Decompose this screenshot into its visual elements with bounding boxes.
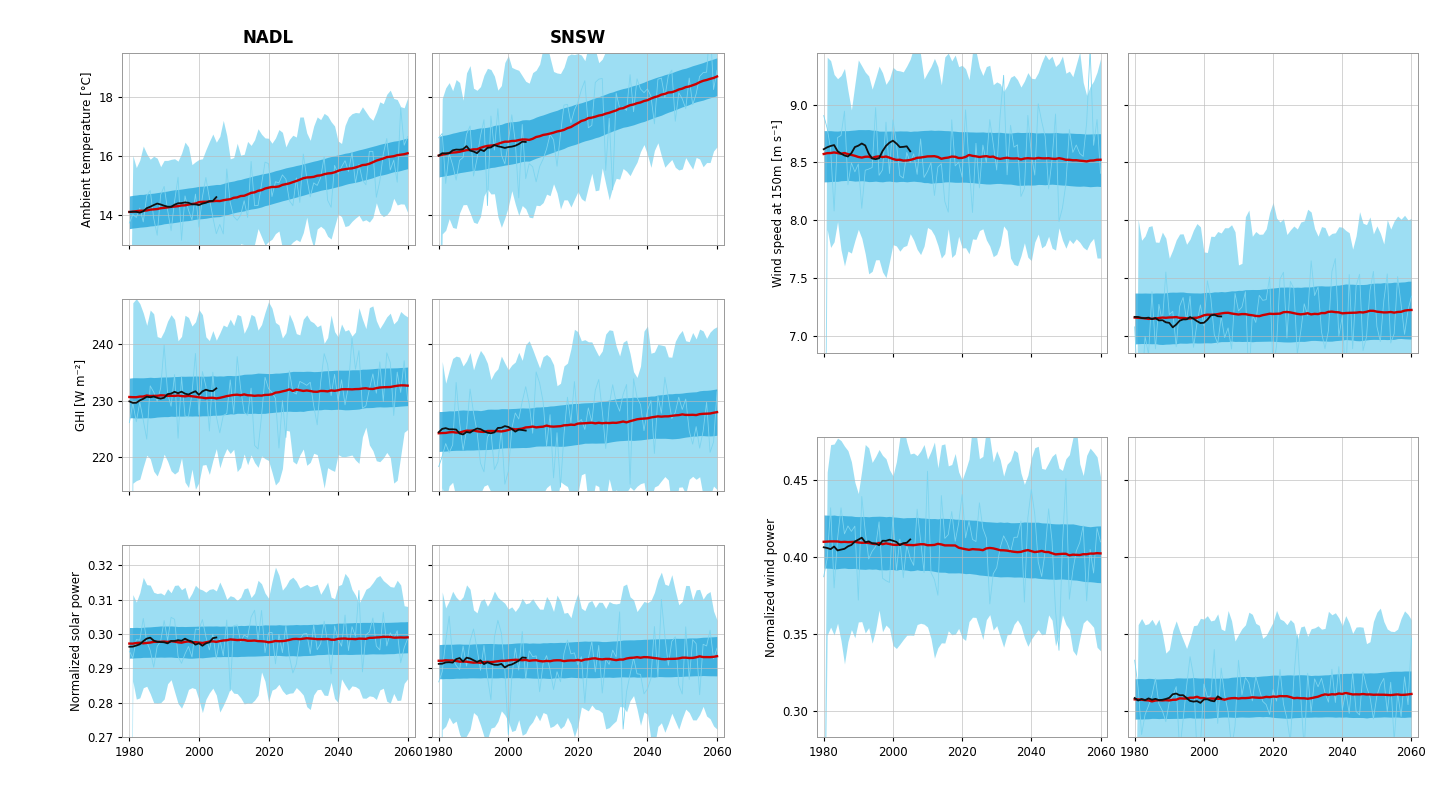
Y-axis label: Ambient temperature [°C]: Ambient temperature [°C] xyxy=(81,71,94,227)
Title: SNSW: SNSW xyxy=(550,29,606,47)
Y-axis label: Wind speed at 150m [m s⁻¹]: Wind speed at 150m [m s⁻¹] xyxy=(772,119,785,287)
Y-axis label: Normalized solar power: Normalized solar power xyxy=(71,571,84,711)
Y-axis label: Normalized wind power: Normalized wind power xyxy=(765,518,778,657)
Y-axis label: GHI [W m⁻²]: GHI [W m⁻²] xyxy=(73,359,86,431)
Title: NADL: NADL xyxy=(243,29,294,47)
